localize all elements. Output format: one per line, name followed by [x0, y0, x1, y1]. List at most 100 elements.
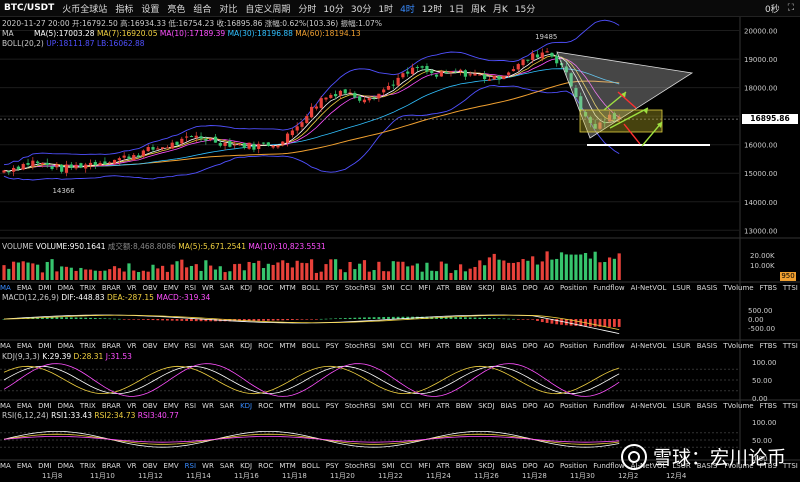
indicator-tab-mtm[interactable]: MTM — [279, 284, 296, 292]
indicator-tab-mtm[interactable]: MTM — [279, 462, 296, 470]
indicator-tab-trix[interactable]: TRIX — [79, 462, 96, 470]
indicator-tab-fundflow[interactable]: Fundflow — [593, 342, 625, 350]
indicator-tab-rsi[interactable]: RSI — [184, 402, 197, 410]
indicator-tab-ttsi[interactable]: TTSI — [782, 462, 798, 470]
indicator-tab-cci[interactable]: CCI — [400, 342, 413, 350]
indicator-tab-ma[interactable]: MA — [0, 402, 11, 410]
indicator-tab-wr[interactable]: WR — [202, 284, 214, 292]
indicator-tab-vr[interactable]: VR — [126, 342, 137, 350]
indicator-tab-psy[interactable]: PSY — [325, 342, 339, 350]
indicator-tab-cci[interactable]: CCI — [400, 462, 413, 470]
indicator-tab-brar[interactable]: BRAR — [101, 284, 121, 292]
indicator-tab-psy[interactable]: PSY — [325, 462, 339, 470]
indicator-tab-ema[interactable]: EMA — [16, 342, 33, 350]
indicator-tab-kdj[interactable]: KDJ — [240, 342, 253, 350]
indicator-tab-dma[interactable]: DMA — [57, 402, 74, 410]
indicator-tab-boll[interactable]: BOLL — [301, 284, 320, 292]
indicator-tab-mfi[interactable]: MFI — [418, 284, 431, 292]
tf-1d[interactable]: 1日 — [449, 4, 464, 15]
indicator-tab-dpo[interactable]: DPO — [522, 284, 538, 292]
indicator-tab-ma[interactable]: MA — [0, 342, 11, 350]
custom-period-button[interactable]: 自定义周期 — [245, 4, 291, 15]
indicator-tab-basis[interactable]: BASIS — [696, 342, 718, 350]
indicator-tab-vr[interactable]: VR — [126, 284, 137, 292]
indicator-tab-ai-netvol[interactable]: AI-NetVOL — [630, 402, 667, 410]
indicator-tab-vr[interactable]: VR — [126, 462, 137, 470]
indicator-tab-mtm[interactable]: MTM — [279, 402, 296, 410]
indicator-tab-bbw[interactable]: BBW — [455, 462, 473, 470]
indicator-tab-basis[interactable]: BASIS — [696, 284, 718, 292]
indicator-tab-bias[interactable]: BIAS — [500, 402, 517, 410]
indicator-tab-ftbs[interactable]: FTBS — [759, 284, 777, 292]
indicator-tab-skdj[interactable]: SKDJ — [478, 402, 495, 410]
indicator-tab-brar[interactable]: BRAR — [101, 462, 121, 470]
indicator-tab-kdj[interactable]: KDJ — [240, 402, 253, 410]
symbol-label[interactable]: BTC/USDT — [4, 3, 55, 13]
indicator-tab-lsur[interactable]: LSUR — [672, 284, 691, 292]
indicator-tab-position[interactable]: Position — [559, 462, 588, 470]
indicator-tab-fundflow[interactable]: Fundflow — [593, 284, 625, 292]
indicator-tab-emv[interactable]: EMV — [163, 342, 179, 350]
indicator-tab-stochrsi[interactable]: StochRSI — [344, 402, 376, 410]
indicator-tab-ao[interactable]: AO — [543, 462, 554, 470]
fullscreen-icon[interactable]: ⛶ — [787, 3, 794, 13]
indicator-tab-trix[interactable]: TRIX — [79, 402, 96, 410]
indicator-tab-rsi[interactable]: RSI — [184, 342, 197, 350]
indicator-tab-ema[interactable]: EMA — [16, 402, 33, 410]
tf-30m[interactable]: 30分 — [350, 4, 372, 15]
indicator-tab-cci[interactable]: CCI — [400, 284, 413, 292]
indicator-tab-dma[interactable]: DMA — [57, 342, 74, 350]
indicator-tab-atr[interactable]: ATR — [436, 284, 450, 292]
indicator-tab-ai-netvol[interactable]: AI-NetVOL — [630, 342, 667, 350]
indicator-tab-psy[interactable]: PSY — [325, 402, 339, 410]
indicator-tab-tvolume[interactable]: TVolume — [723, 342, 754, 350]
indicator-tab-wr[interactable]: WR — [202, 342, 214, 350]
tf-time[interactable]: 分时 — [298, 4, 317, 15]
indicator-tab-lsur[interactable]: LSUR — [672, 402, 691, 410]
indicator-tab-boll[interactable]: BOLL — [301, 402, 320, 410]
indicator-tab-position[interactable]: Position — [559, 402, 588, 410]
indicator-tab-dmi[interactable]: DMI — [38, 402, 52, 410]
indicator-tab-bias[interactable]: BIAS — [500, 284, 517, 292]
indicator-button[interactable]: 指标 — [115, 4, 134, 15]
tf-12h[interactable]: 12时 — [421, 4, 443, 15]
indicator-tab-lsur[interactable]: LSUR — [672, 462, 691, 470]
indicator-tab-cci[interactable]: CCI — [400, 402, 413, 410]
indicator-tab-stochrsi[interactable]: StochRSI — [344, 462, 376, 470]
exchange-label[interactable]: 火币全球站 — [62, 4, 108, 15]
indicator-tab-roc[interactable]: ROC — [258, 462, 274, 470]
indicator-tab-trix[interactable]: TRIX — [79, 342, 96, 350]
indicator-tab-dpo[interactable]: DPO — [522, 462, 538, 470]
indicator-tab-atr[interactable]: ATR — [436, 402, 450, 410]
indicator-tab-stochrsi[interactable]: StochRSI — [344, 342, 376, 350]
tf-10m[interactable]: 10分 — [323, 4, 344, 15]
indicator-tab-brar[interactable]: BRAR — [101, 342, 121, 350]
indicator-tab-rsi[interactable]: RSI — [184, 284, 197, 292]
indicator-tab-dpo[interactable]: DPO — [522, 342, 538, 350]
indicator-tab-ema[interactable]: EMA — [16, 284, 33, 292]
indicator-tab-mtm[interactable]: MTM — [279, 342, 296, 350]
indicator-tab-tvolume[interactable]: TVolume — [723, 284, 754, 292]
indicator-tab-tvolume[interactable]: TVolume — [723, 462, 754, 470]
indicator-tab-position[interactable]: Position — [559, 342, 588, 350]
indicator-tab-dma[interactable]: DMA — [57, 284, 74, 292]
indicator-tab-rsi[interactable]: RSI — [184, 462, 197, 470]
indicator-tab-sar[interactable]: SAR — [219, 462, 235, 470]
indicator-tab-ttsi[interactable]: TTSI — [782, 342, 798, 350]
indicator-tab-ftbs[interactable]: FTBS — [759, 342, 777, 350]
indicator-tab-boll[interactable]: BOLL — [301, 342, 320, 350]
indicator-tab-kdj[interactable]: KDJ — [240, 462, 253, 470]
indicator-tab-smi[interactable]: SMI — [381, 284, 395, 292]
indicator-tab-bbw[interactable]: BBW — [455, 402, 473, 410]
indicator-tab-mfi[interactable]: MFI — [418, 402, 431, 410]
indicator-tab-dmi[interactable]: DMI — [38, 284, 52, 292]
indicator-tab-trix[interactable]: TRIX — [79, 284, 96, 292]
indicator-tab-ftbs[interactable]: FTBS — [759, 402, 777, 410]
indicator-tab-stochrsi[interactable]: StochRSI — [344, 284, 376, 292]
indicator-tab-mfi[interactable]: MFI — [418, 342, 431, 350]
indicator-tab-smi[interactable]: SMI — [381, 402, 395, 410]
indicator-tab-position[interactable]: Position — [559, 284, 588, 292]
indicator-tab-dma[interactable]: DMA — [57, 462, 74, 470]
indicator-tab-lsur[interactable]: LSUR — [672, 342, 691, 350]
indicator-tab-ema[interactable]: EMA — [16, 462, 33, 470]
